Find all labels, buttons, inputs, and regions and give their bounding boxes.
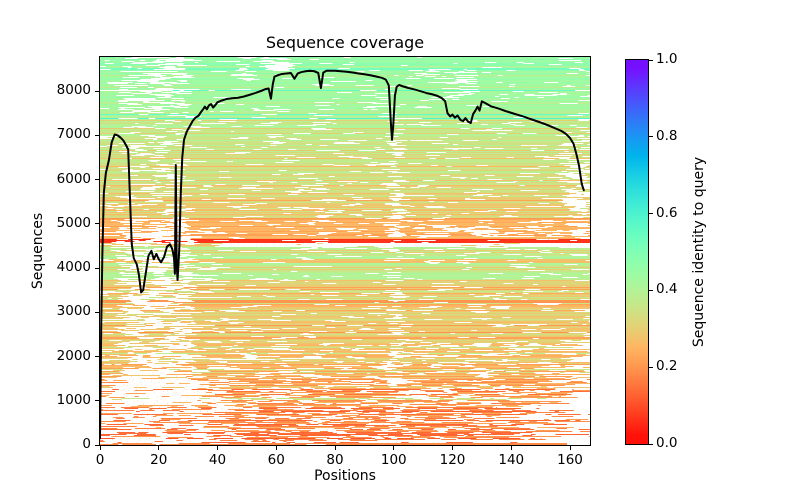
x-tick-label: 0: [95, 452, 105, 468]
colorbar-tick-mark: [649, 289, 653, 291]
colorbar-tick-label: 0.0: [656, 435, 678, 451]
y-tick-mark: [95, 267, 99, 269]
colorbar: [626, 60, 648, 444]
x-tick-label: 120: [439, 452, 466, 468]
colorbar-tick-mark: [649, 366, 653, 368]
x-tick-mark: [510, 446, 512, 450]
x-tick-mark: [158, 446, 160, 450]
x-tick-label: 80: [326, 452, 344, 468]
x-tick-label: 160: [557, 452, 583, 468]
y-tick-mark: [95, 444, 99, 446]
x-tick-mark: [275, 446, 277, 450]
x-tick-label: 140: [498, 452, 525, 468]
colorbar-tick-label: 0.8: [656, 127, 678, 144]
colorbar-tick-mark: [649, 443, 653, 445]
y-tick-mark: [95, 400, 99, 402]
colorbar-tick-label: 0.2: [656, 358, 678, 375]
x-tick-mark: [334, 446, 336, 450]
y-tick-label: 3000: [56, 303, 91, 320]
y-tick-label: 7000: [56, 126, 91, 143]
y-tick-label: 0: [82, 436, 91, 452]
x-tick-label: 40: [208, 452, 227, 468]
y-tick-label: 2000: [56, 347, 91, 364]
y-tick-mark: [95, 90, 99, 92]
x-tick-mark: [99, 446, 101, 450]
x-tick-label: 60: [267, 452, 285, 468]
x-tick-label: 100: [380, 452, 407, 468]
chart-title: Sequence coverage: [265, 33, 425, 52]
y-tick-label: 5000: [56, 214, 91, 231]
y-tick-mark: [95, 311, 99, 313]
y-tick-mark: [95, 179, 99, 181]
y-tick-mark: [95, 134, 99, 136]
x-tick-mark: [569, 446, 571, 450]
colorbar-tick-mark: [649, 136, 653, 138]
x-tick-mark: [217, 446, 218, 450]
msa-heatmap: [100, 57, 590, 445]
colorbar-tick-mark: [649, 213, 653, 215]
colorbar-tick-mark: [649, 59, 653, 61]
y-axis-label: Sequences: [30, 212, 46, 290]
y-tick-label: 1000: [56, 391, 91, 408]
colorbar-tick-label: 1.0: [656, 51, 678, 67]
colorbar-tick-label: 0.4: [656, 281, 678, 298]
y-tick-mark: [95, 356, 99, 358]
y-tick-label: 8000: [56, 82, 91, 99]
x-tick-mark: [393, 446, 395, 450]
y-tick-mark: [95, 223, 99, 225]
y-tick-label: 6000: [56, 170, 91, 187]
x-tick-label: 20: [150, 452, 168, 468]
colorbar-tick-label: 0.6: [656, 204, 678, 221]
x-axis-label: Positions: [314, 468, 376, 484]
y-tick-label: 4000: [56, 259, 91, 276]
colorbar-label: Sequence identity to query: [691, 156, 707, 348]
x-tick-mark: [452, 446, 454, 450]
